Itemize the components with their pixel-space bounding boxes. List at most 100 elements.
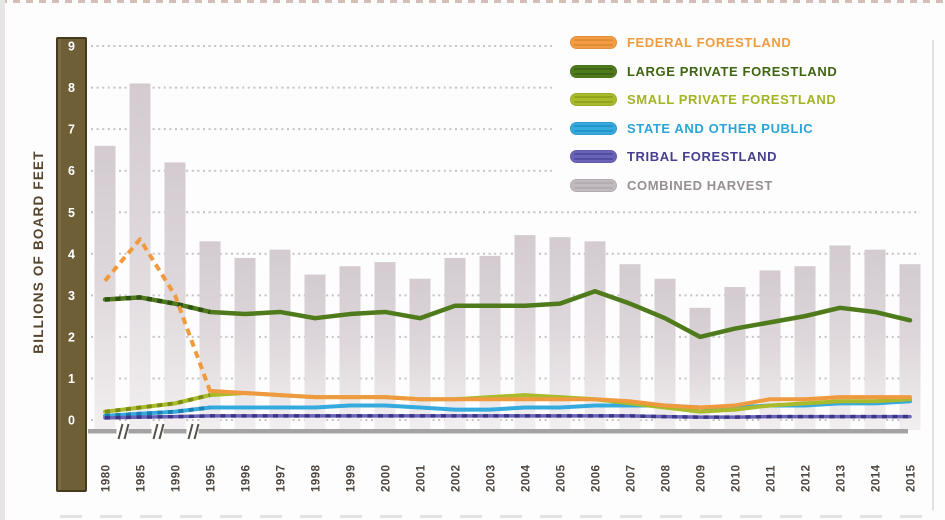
legend-swatch-stripe bbox=[573, 67, 614, 70]
legend-label: COMBINED HARVEST bbox=[627, 177, 773, 193]
combined-harvest-bar bbox=[374, 262, 396, 430]
x-axis-line bbox=[88, 429, 908, 434]
y-axis-title: BILLIONS OF BOARD FEET bbox=[31, 150, 46, 353]
combined-harvest-bar bbox=[94, 145, 116, 430]
y-tick-label: 8 bbox=[68, 81, 75, 95]
y-tick-label: 6 bbox=[68, 164, 75, 178]
axis-break-slash bbox=[152, 423, 159, 440]
combined-harvest-bar bbox=[759, 270, 781, 430]
legend-label: SMALL PRIVATE FORESTLAND bbox=[627, 92, 837, 107]
large-private-forestland-line-dashes bbox=[104, 295, 211, 315]
combined-harvest-bar bbox=[829, 245, 851, 430]
combined-harvest-bar bbox=[234, 257, 256, 430]
legend-swatch-small-private-forestland bbox=[570, 93, 617, 106]
small-private-forestland-line-dashes bbox=[104, 393, 211, 414]
legend-swatch-stripe bbox=[573, 129, 614, 132]
legend-swatch-stripe bbox=[573, 181, 614, 184]
combined-harvest-bar bbox=[129, 83, 151, 430]
y-tick-label: 1 bbox=[68, 372, 75, 386]
legend-label: TRIBAL FORESTLAND bbox=[627, 149, 778, 164]
x-tick-label: 2002 bbox=[451, 464, 463, 492]
axis-break-slash bbox=[158, 423, 165, 440]
x-tick-label: 1985 bbox=[136, 464, 148, 492]
axis-break-slash bbox=[193, 423, 200, 440]
combined-harvest-bar bbox=[794, 266, 816, 430]
combined-harvest-bar bbox=[514, 235, 536, 430]
page-left-edge bbox=[0, 0, 5, 520]
legend-swatch-stripe bbox=[573, 44, 614, 46]
legend-swatch-tribal-forestland bbox=[570, 150, 617, 163]
y-tick-label: 7 bbox=[68, 123, 75, 137]
large-private-forestland-line bbox=[102, 288, 913, 340]
x-tick-label: 2013 bbox=[836, 464, 848, 492]
legend-item-federal-forestland: FEDERAL FORESTLAND bbox=[570, 35, 837, 50]
legend-swatch-stripe bbox=[573, 101, 614, 103]
legend-swatch-stripe bbox=[573, 72, 614, 75]
y-tick-label: 2 bbox=[68, 330, 75, 344]
axis-break-slash bbox=[187, 423, 194, 440]
federal-forestland-line-dashed bbox=[103, 237, 212, 392]
legend-label: FEDERAL FORESTLAND bbox=[627, 35, 792, 50]
y-tick-label: 4 bbox=[68, 247, 75, 261]
y-tick-label: 5 bbox=[68, 206, 75, 220]
y-axis-bar bbox=[56, 37, 87, 492]
x-tick-label: 2001 bbox=[416, 464, 428, 492]
combined-harvest-bar bbox=[899, 264, 921, 430]
tribal-forestland-line-dashes bbox=[104, 414, 910, 420]
x-tick-label: 2008 bbox=[661, 464, 673, 492]
state-and-other-public-line-dashes bbox=[104, 405, 211, 418]
page-right-edge bbox=[932, 40, 934, 510]
legend-swatch-stripe bbox=[573, 39, 614, 41]
axis-break-gap bbox=[151, 427, 164, 436]
combined-harvest-bar bbox=[689, 307, 711, 430]
x-tick-label: 1997 bbox=[276, 464, 288, 492]
combined-harvest-bar bbox=[549, 237, 571, 430]
combined-harvest-bar bbox=[444, 257, 466, 430]
axis-break-gap bbox=[186, 427, 199, 436]
legend-label: LARGE PRIVATE FORESTLAND bbox=[627, 63, 838, 79]
combined-harvest-bar bbox=[479, 255, 501, 430]
legend-swatch-federal-forestland bbox=[570, 36, 617, 49]
combined-harvest-bar bbox=[584, 241, 606, 430]
x-tick-label: 1996 bbox=[241, 464, 253, 492]
combined-harvest-bar bbox=[269, 249, 291, 430]
axis-break-slash bbox=[117, 423, 124, 440]
axis-break-gap bbox=[116, 427, 129, 436]
y-tick-label: 3 bbox=[68, 289, 75, 303]
combined-harvest-bar bbox=[199, 241, 221, 430]
x-tick-label: 2006 bbox=[591, 464, 603, 492]
legend-swatch-large-private-forestland bbox=[570, 64, 617, 78]
legend-item-large-private-forestland: LARGE PRIVATE FORESTLAND bbox=[570, 63, 838, 79]
legend-item-combined-harvest: COMBINED HARVEST bbox=[570, 177, 837, 193]
legend-swatch-stripe bbox=[573, 96, 614, 98]
combined-harvest-bar bbox=[304, 274, 326, 430]
x-tick-label: 2000 bbox=[381, 464, 393, 492]
legend-item-tribal-forestland: TRIBAL FORESTLAND bbox=[570, 149, 837, 164]
combined-harvest-bar bbox=[724, 287, 746, 430]
combined-harvest-bar bbox=[864, 249, 886, 430]
page-bottom-dashed-border bbox=[60, 515, 940, 518]
x-tick-label: 2004 bbox=[521, 464, 533, 492]
federal-forestland-line bbox=[208, 388, 912, 410]
x-tick-label: 1999 bbox=[346, 464, 358, 492]
x-tick-label: 2003 bbox=[486, 464, 498, 492]
x-tick-label: 2012 bbox=[801, 464, 813, 492]
legend-item-small-private-forestland: SMALL PRIVATE FORESTLAND bbox=[570, 92, 837, 107]
page-top-dashed-border bbox=[0, 0, 945, 3]
x-tick-label: 1980 bbox=[101, 464, 113, 492]
legend-swatch-stripe bbox=[573, 158, 614, 160]
legend-swatch-combined-harvest bbox=[570, 178, 617, 192]
legend-item-state-and-other-public: STATE AND OTHER PUBLIC bbox=[570, 120, 837, 136]
legend-label: STATE AND OTHER PUBLIC bbox=[627, 120, 814, 136]
legend-swatch-stripe bbox=[573, 186, 614, 189]
x-tick-label: 2010 bbox=[731, 464, 743, 492]
x-tick-label: 1990 bbox=[171, 464, 183, 492]
x-tick-label: 1998 bbox=[311, 464, 323, 492]
x-tick-label: 2015 bbox=[906, 464, 918, 492]
x-tick-label: 1995 bbox=[206, 464, 218, 492]
x-tick-label: 2011 bbox=[766, 465, 778, 492]
y-tick-label: 0 bbox=[68, 414, 75, 428]
legend-swatch-stripe bbox=[573, 124, 614, 127]
x-tick-label: 2005 bbox=[556, 464, 568, 492]
combined-harvest-bar bbox=[339, 266, 361, 430]
